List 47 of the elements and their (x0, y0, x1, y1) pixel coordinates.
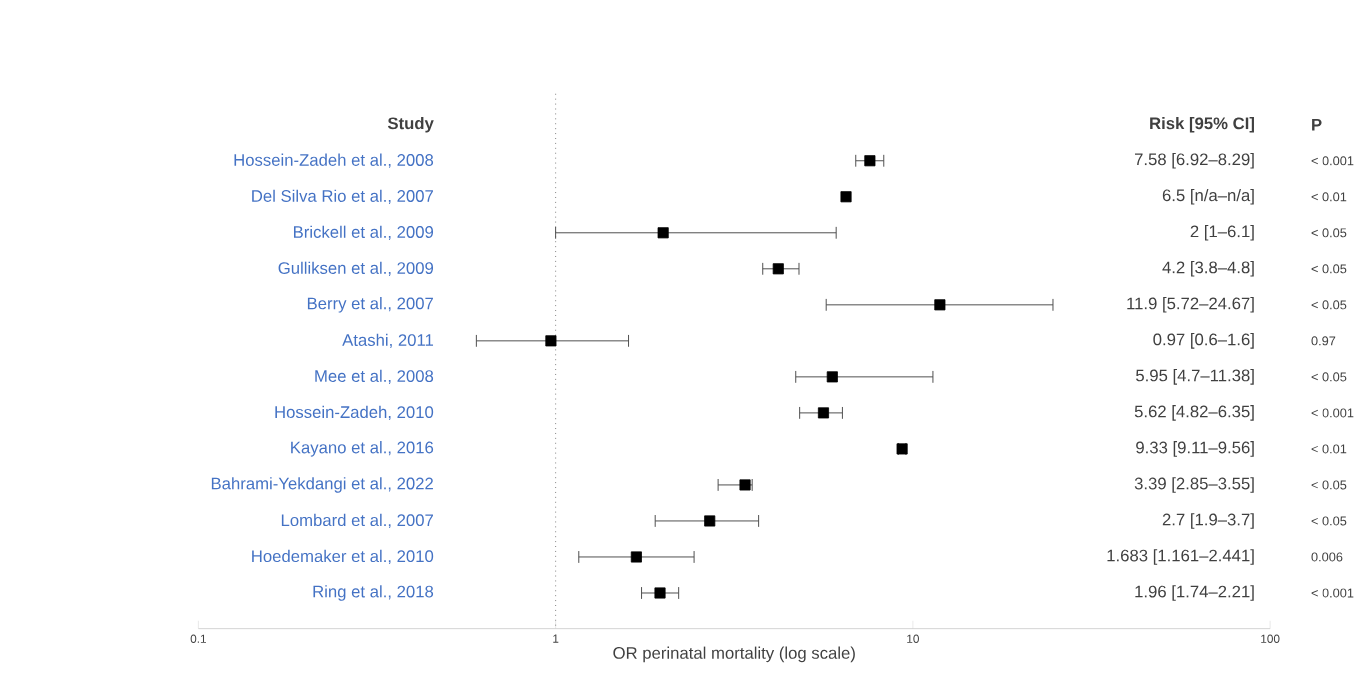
annotation: 6.5 [n/a–n/a] (1162, 189, 1254, 205)
annotation: 5.95 [4.7–11.38] (1136, 369, 1254, 385)
text: < 0.05 (1311, 300, 1347, 310)
text: < 0.05 (1311, 372, 1347, 382)
y-tick-label: Gulliksen et al., 2009 (278, 261, 434, 277)
y-tick-label: Lombard et al., 2007 (281, 513, 433, 529)
text: < 0.05 (1311, 480, 1347, 490)
y-tick-label: Hossein-Zadeh et al., 2008 (234, 153, 434, 168)
annotation: 5.62 [4.82–6.35] (1134, 405, 1254, 421)
annotation: 1.96 [1.74–2.21] (1135, 585, 1254, 601)
text: 0.006 (1311, 552, 1343, 562)
text: < 0.001 (1311, 156, 1354, 166)
text: < 0.001 (1311, 588, 1354, 598)
text: < 0.05 (1311, 228, 1347, 238)
x-tick-label: 10 (907, 634, 919, 644)
y-tick-label: Kayano et al., 2016 (291, 441, 434, 457)
x-tick-label: 100 (1261, 634, 1280, 644)
annotation: 9.33 [9.11–9.56] (1136, 441, 1254, 457)
y-tick-label: Mee et al., 2008 (315, 369, 434, 385)
annotation: 3.39 [2.85–3.55] (1134, 477, 1254, 493)
y-axis-title: Study (387, 117, 434, 133)
text: < 0.05 (1311, 516, 1347, 526)
y-tick-label: Berry et al., 2007 (307, 297, 433, 313)
annotation: 2.7 [1.9–3.7] (1162, 513, 1254, 529)
x-tick-label: 0.1 (190, 634, 206, 644)
annotation: 2 [1–6.1] (1190, 225, 1254, 241)
y-tick-label: Hoedemaker et al., 2010 (252, 549, 434, 565)
x-axis-title: OR perinatal mortality (log scale) (613, 646, 855, 663)
y-tick-label: Bahrami-Yekdangi et al., 2022 (211, 477, 433, 493)
text: < 0.05 (1311, 264, 1347, 274)
y-tick-label: Hossein-Zadeh, 2010 (275, 405, 434, 421)
y-tick-label: Atashi, 2011 (342, 333, 434, 349)
annotation: 7.58 [6.92–8.29] (1134, 153, 1254, 169)
annotation: 1.683 [1.161–2.441] (1107, 549, 1254, 565)
text: Risk [95% CI] (1150, 117, 1254, 133)
text: < 0.01 (1311, 444, 1347, 454)
text: < 0.01 (1311, 192, 1347, 202)
y-tick-label: Ring et al., 2018 (313, 585, 434, 601)
text: 0.97 (1311, 336, 1336, 346)
annotation: 0.97 [0.6–1.6] (1153, 333, 1254, 349)
y-tick-label: Brickell et al., 2009 (293, 225, 434, 241)
y-tick-label: Del Silva Rio et al., 2007 (252, 189, 433, 205)
text: < 0.001 (1311, 408, 1354, 418)
annotation: 11.9 [5.72–24.67] (1127, 297, 1254, 313)
text: P (1312, 119, 1322, 131)
annotation: 4.2 [3.8–4.8] (1162, 261, 1254, 277)
x-tick-label: 1 (553, 634, 559, 643)
